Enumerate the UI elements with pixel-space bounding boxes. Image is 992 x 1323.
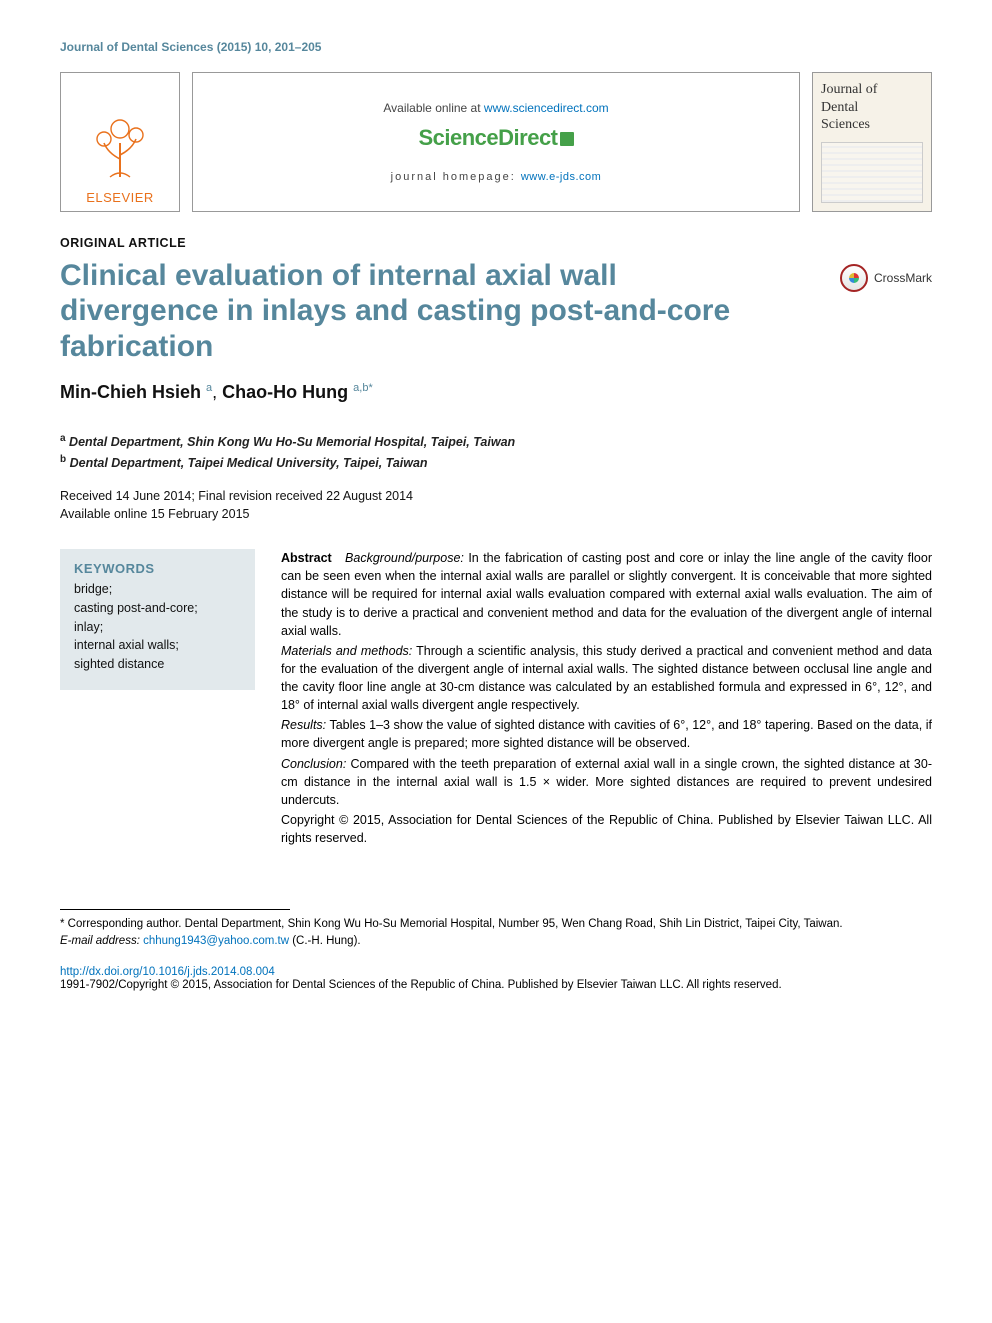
corresponding-text: * Corresponding author. Dental Departmen… — [60, 916, 932, 933]
available-prefix: Available online at — [383, 101, 484, 115]
abs-copyright: Copyright © 2015, Association for Dental… — [281, 811, 932, 847]
corresponding-star: * — [368, 382, 372, 394]
affiliation-a: Dental Department, Shin Kong Wu Ho-Su Me… — [69, 435, 515, 449]
article-dates: Received 14 June 2014; Final revision re… — [60, 487, 932, 523]
abstract: Abstract Background/purpose: In the fabr… — [281, 549, 932, 849]
journal-cover-art — [821, 142, 923, 204]
available-online-line: Available online 15 February 2015 — [60, 505, 932, 523]
footnote-rule — [60, 909, 290, 910]
affiliations: a Dental Department, Shin Kong Wu Ho-Su … — [60, 431, 932, 473]
elsevier-tree-icon — [85, 104, 155, 184]
publisher-logo-box: ELSEVIER — [60, 72, 180, 212]
corresponding-author: * Corresponding author. Dental Departmen… — [60, 916, 932, 949]
journal-title-line1: Journal of — [821, 81, 923, 99]
affiliation-b: Dental Department, Taipei Medical Univer… — [70, 456, 428, 470]
abs-res-head: Results: — [281, 718, 326, 732]
elsevier-wordmark: ELSEVIER — [86, 190, 154, 205]
running-head: Journal of Dental Sciences (2015) 10, 20… — [60, 40, 932, 54]
abstract-label: Abstract — [281, 551, 332, 565]
sciencedirect-logo: ScienceDirect — [418, 125, 573, 151]
author-1-name: Min-Chieh Hsieh — [60, 382, 201, 402]
crossmark-label: CrossMark — [874, 271, 932, 285]
email-label: E-mail address: — [60, 935, 140, 947]
available-online-line: Available online at www.sciencedirect.co… — [383, 101, 608, 115]
author-1-affil: a — [206, 382, 212, 394]
sciencedirect-icon — [560, 132, 574, 146]
author-list: Min-Chieh Hsieh a, Chao-Ho Hung a,b* — [60, 382, 932, 403]
journal-cover-title: Journal of Dental Sciences — [821, 81, 923, 134]
journal-homepage-line: journal homepage: www.e-jds.com — [391, 171, 602, 183]
abs-con-head: Conclusion: — [281, 757, 346, 771]
journal-homepage-url[interactable]: www.e-jds.com — [521, 171, 601, 183]
keywords-box: KEYWORDS bridge; casting post-and-core; … — [60, 549, 255, 690]
issn-copyright: 1991-7902/Copyright © 2015, Association … — [60, 978, 932, 994]
abs-res-text: Tables 1–3 show the value of sighted dis… — [281, 718, 932, 750]
journal-title-line2: Dental — [821, 99, 923, 117]
crossmark-icon — [840, 264, 868, 292]
keywords-list: bridge; casting post-and-core; inlay; in… — [74, 580, 241, 674]
doi-link[interactable]: http://dx.doi.org/10.1016/j.jds.2014.08.… — [60, 966, 275, 978]
sciencedirect-box: Available online at www.sciencedirect.co… — [192, 72, 800, 212]
abs-mm-head: Materials and methods: — [281, 644, 412, 658]
keywords-heading: KEYWORDS — [74, 561, 241, 576]
corresponding-email[interactable]: chhung1943@yahoo.com.tw — [143, 935, 289, 947]
homepage-prefix: journal homepage: — [391, 171, 521, 183]
journal-cover-box: Journal of Dental Sciences — [812, 72, 932, 212]
article-type: ORIGINAL ARTICLE — [60, 236, 932, 250]
author-2-affil: a,b — [353, 382, 368, 394]
author-2-name: Chao-Ho Hung — [222, 382, 348, 402]
abs-con-text: Compared with the teeth preparation of e… — [281, 757, 932, 807]
article-title: Clinical evaluation of internal axial wa… — [60, 258, 780, 364]
email-suffix: (C.-H. Hung). — [289, 935, 361, 947]
sciencedirect-url[interactable]: www.sciencedirect.com — [484, 101, 609, 115]
header-banner: ELSEVIER Available online at www.science… — [60, 72, 932, 212]
sciencedirect-wordmark: ScienceDirect — [418, 125, 557, 151]
journal-title-line3: Sciences — [821, 116, 923, 134]
doi-line: http://dx.doi.org/10.1016/j.jds.2014.08.… — [60, 966, 932, 978]
received-line: Received 14 June 2014; Final revision re… — [60, 487, 932, 505]
crossmark-badge[interactable]: CrossMark — [840, 264, 932, 292]
abs-bg-head: Background/purpose: — [345, 551, 464, 565]
